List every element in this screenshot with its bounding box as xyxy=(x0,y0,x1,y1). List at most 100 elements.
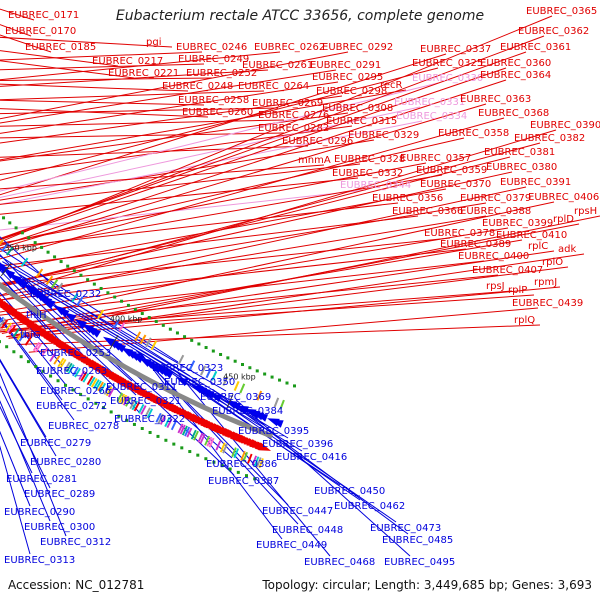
gene-label: EUBREC_0331 xyxy=(394,97,465,108)
cog-block xyxy=(65,362,73,373)
green-marker xyxy=(293,384,297,388)
green-marker xyxy=(92,282,96,286)
green-marker xyxy=(14,226,18,230)
gene-label: rpsH xyxy=(574,206,597,217)
gene-label: EUBREC_0258 xyxy=(178,95,249,106)
gene-label: EUBREC_0368 xyxy=(478,108,549,119)
green-marker xyxy=(46,250,50,254)
gene-label: rplP xyxy=(508,285,527,296)
gene-label: EUBREC_0462 xyxy=(334,501,405,512)
tick-line xyxy=(226,394,234,410)
gene-label: EUBREC_0356 xyxy=(372,193,443,204)
leader-line xyxy=(0,385,51,489)
gene-label: EUBREC_0329 xyxy=(348,130,419,141)
gene-label: EUBREC_0262 xyxy=(254,42,325,53)
green-marker xyxy=(56,379,60,383)
cog-block-inner xyxy=(20,257,29,267)
gene-label: EUBREC_0278 xyxy=(48,421,119,432)
gene-label: EUBREC_0450 xyxy=(314,486,385,497)
cog-block xyxy=(12,328,20,338)
leader-line xyxy=(0,67,507,241)
gene-label: EUBREC_0334 xyxy=(396,111,467,122)
cog-block-inner xyxy=(211,370,218,381)
leader-line xyxy=(0,79,507,247)
green-marker xyxy=(132,422,136,426)
leader-line xyxy=(0,51,203,61)
genome-title: Eubacterium rectale ATCC 33656, complete… xyxy=(115,8,485,24)
gene-label: EUBREC_0311 xyxy=(106,382,177,393)
gene-label: EUBREC_0266 xyxy=(40,386,111,397)
gene-label: EUBREC_0416 xyxy=(276,452,347,463)
gene-label: rplO xyxy=(542,257,563,268)
cog-block xyxy=(49,352,57,362)
cog-block-inner xyxy=(55,282,64,292)
green-marker xyxy=(140,427,144,431)
green-marker xyxy=(253,477,257,481)
green-marker xyxy=(148,430,152,434)
gene-label: EUBREC_0379 xyxy=(460,193,531,204)
gene-label: EUBREC_0171 xyxy=(8,10,79,21)
cog-block xyxy=(41,347,49,357)
gene-label: rplC xyxy=(528,241,548,252)
cog-block xyxy=(231,447,237,458)
green-marker xyxy=(164,438,168,442)
gene-label: EUBREC_0382 xyxy=(514,133,585,144)
green-marker xyxy=(154,319,158,323)
cog-block xyxy=(72,366,79,377)
cog-block xyxy=(103,385,111,395)
reverse-cds-arrow xyxy=(209,393,223,403)
cog-block-inner xyxy=(0,238,5,246)
reverse-cds-arrow xyxy=(236,405,249,414)
gene-label: EUBREC_0395 xyxy=(238,426,309,437)
cog-block xyxy=(59,359,67,369)
gene-label: EUBREC_0232 xyxy=(30,289,101,300)
gene-label: EUBREC_0289 xyxy=(24,489,95,500)
green-marker xyxy=(49,374,53,378)
leader-line xyxy=(0,250,555,333)
green-marker xyxy=(106,291,110,295)
gene-label: EUBREC_0272 xyxy=(36,401,107,412)
gene-label: EUBREC_0388 xyxy=(460,206,531,217)
feature-tracks xyxy=(0,216,297,481)
gene-label: EUBREC_0350 xyxy=(164,377,235,388)
cog-block xyxy=(166,418,173,429)
cog-block-inner xyxy=(113,319,120,329)
green-marker xyxy=(94,401,98,405)
green-marker xyxy=(2,216,6,220)
gene-label: EUBREC_0312 xyxy=(40,537,111,548)
leader-line xyxy=(0,177,359,215)
cog-block xyxy=(193,430,199,441)
gene-label: EUBREC_0170 xyxy=(5,26,76,37)
cog-block xyxy=(122,395,130,406)
green-marker xyxy=(34,364,38,368)
leader-line xyxy=(0,50,119,67)
leader-line xyxy=(8,286,561,339)
gene-labels: EUBREC_0171 EUBREC_0170 EUBREC_0185 pgi EUBR… xyxy=(4,6,600,568)
gene-label: EUBREC_0359 xyxy=(416,165,487,176)
cog-block xyxy=(53,355,61,365)
leader-line xyxy=(0,253,53,310)
cog-block-inner xyxy=(118,322,126,332)
green-marker xyxy=(211,349,215,353)
cog-block xyxy=(146,408,154,419)
gene-label: EUBREC_0389 xyxy=(440,239,511,250)
cog-block xyxy=(57,357,65,368)
green-marker xyxy=(226,356,230,360)
green-marker xyxy=(79,392,83,396)
gene-label: EUBREC_0313 xyxy=(4,555,75,566)
cog-block-inner xyxy=(273,397,280,408)
green-marker xyxy=(244,474,248,478)
gene-label: EUBREC_0406 xyxy=(528,192,599,203)
gene-label: EUBREC_0282 xyxy=(258,123,329,134)
leader-line xyxy=(0,318,75,421)
green-marker xyxy=(86,397,90,401)
cog-block xyxy=(242,451,249,462)
reverse-cds-arrow xyxy=(88,328,102,338)
cog-block xyxy=(116,392,123,403)
tick-line xyxy=(0,262,12,277)
gene-label: EUBREC_0448 xyxy=(272,525,343,536)
accession-label: Accession: NC_012781 xyxy=(8,578,145,592)
green-marker xyxy=(204,346,208,350)
reverse-cds-arrow xyxy=(57,307,70,318)
